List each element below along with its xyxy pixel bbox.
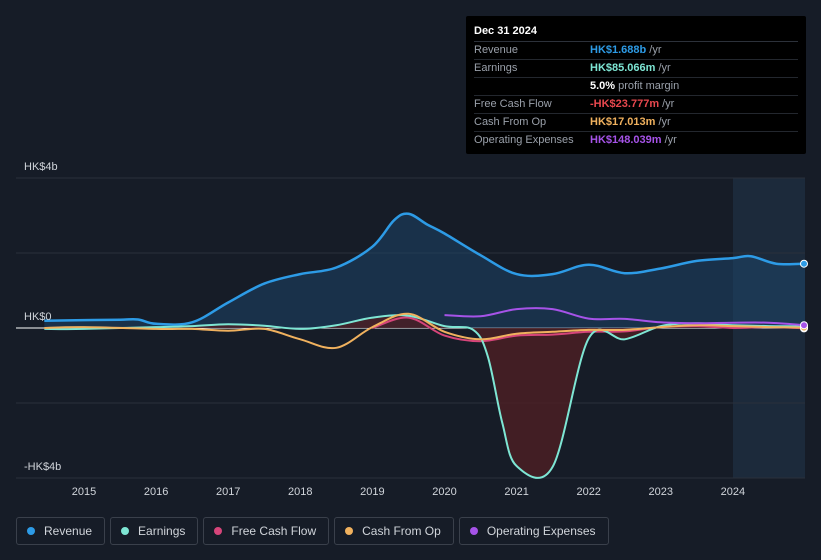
cash-from-op-line: [44, 312, 806, 350]
legend-label: Revenue: [44, 524, 93, 538]
tooltip-label: [474, 78, 590, 95]
x-tick-label: 2022: [576, 486, 600, 498]
tooltip-row: 5.0% profit margin: [474, 78, 798, 96]
tooltip-unit: /yr: [664, 134, 677, 146]
tooltip-value: HK$1.688b: [590, 44, 647, 56]
legend-dot-icon: [469, 527, 478, 535]
tooltip-row: Cash From Op HK$17.013m/yr: [474, 114, 798, 132]
tooltip-value: 5.0%: [590, 80, 616, 92]
earnings-line: [44, 314, 806, 479]
series-layer: [44, 212, 806, 479]
tooltip-value: HK$17.013m: [590, 116, 656, 128]
tooltip-label: Earnings: [474, 62, 518, 74]
tooltip-row: Earnings HK$85.066m/yr: [474, 60, 798, 78]
revenue-area: [44, 213, 806, 328]
tooltip-label: Revenue: [474, 44, 519, 56]
x-tick-label: 2016: [144, 486, 168, 498]
legend-label: Earnings: [138, 524, 186, 538]
y-axis: HK$4b HK$0 -HK$4b: [24, 161, 61, 473]
tooltip-date: Dec 31 2024: [474, 24, 798, 42]
tooltip: Dec 31 2024 Revenue HK$1.688b/yr Earnings H…: [466, 16, 806, 154]
tooltip-value: HK$85.066m: [590, 62, 656, 74]
free-cash-flow-line: [372, 316, 806, 343]
x-axis: 2015 2016 2017 2018 2019 2020 2021 2022 2023 2024: [72, 486, 745, 498]
tooltip-unit: /yr: [658, 116, 671, 128]
operating-expenses-end-marker: [800, 321, 808, 330]
x-tick-label: 2019: [360, 486, 384, 498]
legend-dot-icon: [345, 527, 354, 535]
legend-label: Free Cash Flow: [231, 524, 317, 538]
legend-item-revenue[interactable]: Revenue: [16, 517, 106, 545]
x-tick-label: 2024: [721, 486, 745, 498]
tooltip-label: Cash From Op: [474, 116, 547, 128]
tooltip-row: Free Cash Flow -HK$23.777m/yr: [474, 96, 798, 114]
legend-dot-icon: [214, 527, 223, 535]
legend-item-free-cash-flow[interactable]: Free Cash Flow: [203, 517, 330, 545]
operating-expenses-line: [444, 307, 806, 327]
x-tick-label: 2017: [216, 486, 240, 498]
tooltip-value: HK$148.039m: [590, 134, 662, 146]
x-tick-label: 2020: [432, 486, 456, 498]
tooltip-row: Revenue HK$1.688b/yr: [474, 42, 798, 60]
tooltip-label: Free Cash Flow: [474, 98, 552, 110]
x-tick-label: 2021: [504, 486, 528, 498]
tooltip-unit: /yr: [658, 62, 671, 74]
y-tick-label: HK$4b: [24, 161, 58, 173]
legend: Revenue Earnings Free Cash Flow Cash From O…: [16, 517, 609, 545]
revenue-end-marker: [800, 259, 808, 268]
end-markers: [800, 259, 808, 333]
tooltip-value: -HK$23.777m: [590, 98, 660, 110]
legend-dot-icon: [121, 527, 130, 535]
tooltip-label: Operating Expenses: [474, 134, 574, 146]
legend-label: Operating Expenses: [486, 524, 596, 538]
legend-dot-icon: [27, 527, 35, 535]
tooltip-row: Operating Expenses HK$148.039m/yr: [474, 132, 798, 149]
x-tick-label: 2018: [288, 486, 312, 498]
x-tick-label: 2023: [649, 486, 673, 498]
legend-label: Cash From Op: [362, 524, 441, 538]
tooltip-unit: profit margin: [618, 80, 680, 92]
y-tick-label: HK$0: [24, 311, 52, 323]
legend-item-earnings[interactable]: Earnings: [110, 517, 199, 545]
legend-item-operating-expenses[interactable]: Operating Expenses: [458, 517, 609, 545]
tooltip-unit: /yr: [662, 98, 675, 110]
earnings-negative-area: [44, 315, 806, 478]
legend-item-cash-from-op[interactable]: Cash From Op: [334, 517, 454, 545]
revenue-line: [44, 212, 806, 326]
x-tick-label: 2015: [72, 486, 96, 498]
y-tick-label: -HK$4b: [24, 461, 61, 473]
tooltip-unit: /yr: [649, 44, 662, 56]
